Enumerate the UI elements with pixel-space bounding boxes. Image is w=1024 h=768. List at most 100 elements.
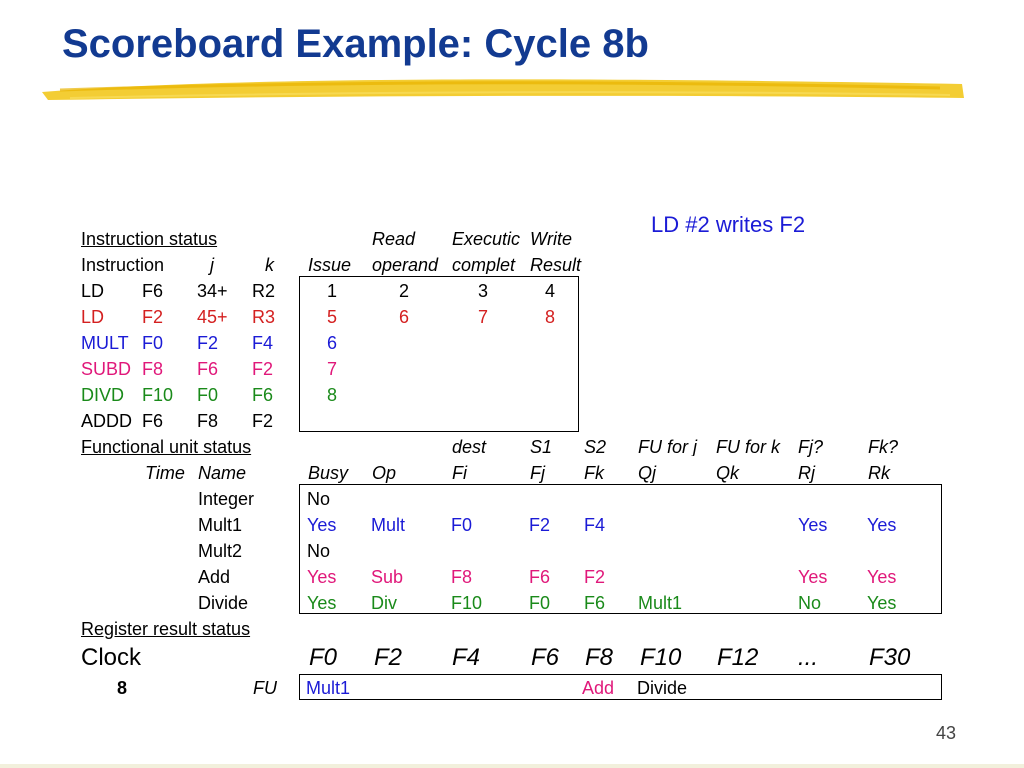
fu-op: Mult <box>371 515 406 535</box>
fu-fi: F0 <box>451 515 473 535</box>
fu-fk: F6 <box>584 593 606 613</box>
header-j: j <box>210 255 214 275</box>
clock-value: 8 <box>117 678 128 698</box>
register-name: F2 <box>374 644 403 671</box>
fu-header-qk: Qk <box>716 463 740 483</box>
slide-title: Scoreboard Example: Cycle 8b <box>62 22 649 66</box>
instr-read: 2 <box>399 281 410 301</box>
fu-rj: Yes <box>798 567 828 587</box>
annotation-note: LD #2 writes F2 <box>651 212 806 237</box>
fu-fk: F2 <box>584 567 606 587</box>
register-fu-value: Add <box>582 678 615 698</box>
bottom-bar <box>0 764 1024 768</box>
fu-header-s1: S1 <box>530 437 553 457</box>
fu-name: Add <box>198 567 231 587</box>
header-read-operands: operand <box>372 255 439 275</box>
fu-rj: No <box>798 593 822 613</box>
register-name: ... <box>798 644 819 671</box>
fu-header-rk: Rk <box>868 463 890 483</box>
instr-dest: F8 <box>142 359 164 379</box>
fu-header-fk-ready: Fk? <box>868 437 899 457</box>
register-fu-value: Divide <box>637 678 688 698</box>
fu-busy: Yes <box>307 567 337 587</box>
instr-exec: 3 <box>478 281 489 301</box>
page-number: 43 <box>936 723 957 743</box>
instr-dest: F6 <box>142 281 164 301</box>
fu-name: Mult2 <box>198 541 243 561</box>
fu-busy: No <box>307 489 331 509</box>
register-name: F6 <box>531 644 560 671</box>
fu-op: Div <box>371 593 397 613</box>
instr-j: F0 <box>197 385 219 405</box>
instr-j: F2 <box>197 333 219 353</box>
fu-header-fj: Fj <box>530 463 545 483</box>
instr-write: 4 <box>545 281 556 301</box>
fu-row-label: FU <box>253 678 277 698</box>
instr-issue: 1 <box>327 281 338 301</box>
instr-k: F6 <box>252 385 274 405</box>
instr-dest: F2 <box>142 307 164 327</box>
fu-header-name: Name <box>198 463 247 483</box>
instr-k: F2 <box>252 359 274 379</box>
fu-name: Divide <box>198 593 249 613</box>
fu-rj: Yes <box>798 515 828 535</box>
fu-fj: F6 <box>529 567 551 587</box>
fu-busy: No <box>307 541 331 561</box>
fu-name: Integer <box>198 489 255 509</box>
header-write: Write <box>530 229 572 249</box>
instr-j: 34+ <box>197 281 228 301</box>
instr-issue: 6 <box>327 333 338 353</box>
fu-name: Mult1 <box>198 515 243 535</box>
register-name: F10 <box>640 644 682 671</box>
fu-fi: F10 <box>451 593 483 613</box>
instr-read: 6 <box>399 307 410 327</box>
instr-op: SUBD <box>81 359 132 379</box>
functional-unit-status-label: Functional unit status <box>81 437 252 457</box>
fu-header-fu-for-j: FU for j <box>638 438 698 456</box>
header-write-result: Result <box>530 255 582 275</box>
instr-write: 8 <box>545 307 556 327</box>
register-name: F12 <box>717 644 759 671</box>
header-issue: Issue <box>308 255 352 275</box>
fu-busy: Yes <box>307 593 337 613</box>
header-instruction: Instruction <box>81 255 165 275</box>
fu-header-time: Time <box>145 463 185 483</box>
fu-header-fj-ready: Fj? <box>798 437 824 457</box>
fu-fj: F2 <box>529 515 551 535</box>
fu-header-busy: Busy <box>308 463 349 483</box>
instr-dest: F0 <box>142 333 164 353</box>
instr-j: F8 <box>197 411 219 431</box>
instr-k: F4 <box>252 333 274 353</box>
fu-qj: Mult1 <box>638 593 683 613</box>
instr-op: LD <box>81 281 105 301</box>
functional-unit-status-box <box>299 484 942 614</box>
instr-j: F6 <box>197 359 219 379</box>
instruction-status-label: Instruction status <box>81 229 218 249</box>
fu-rk: Yes <box>867 515 897 535</box>
highlighter-stroke <box>42 79 964 100</box>
fu-header-op: Op <box>372 463 397 483</box>
instr-k: R3 <box>252 307 276 327</box>
instr-issue: 5 <box>327 307 338 327</box>
instr-j: 45+ <box>197 307 228 327</box>
fu-header-fi: Fi <box>452 463 467 483</box>
header-k: k <box>265 255 274 275</box>
instr-k: R2 <box>252 281 276 301</box>
fu-rk: Yes <box>867 567 897 587</box>
clock-label: Clock <box>81 644 142 671</box>
instr-op: ADDD <box>81 411 133 431</box>
fu-fj: F0 <box>529 593 551 613</box>
register-name: F4 <box>452 644 481 671</box>
fu-header-rj: Rj <box>798 463 815 483</box>
instr-dest: F6 <box>142 411 164 431</box>
instr-op: DIVD <box>81 385 125 405</box>
fu-fi: F8 <box>451 567 473 587</box>
instr-k: F2 <box>252 411 274 431</box>
instruction-status-box <box>299 276 579 432</box>
fu-fk: F4 <box>584 515 606 535</box>
fu-header-s2: S2 <box>584 437 607 457</box>
register-result-box <box>299 674 942 700</box>
instr-op: LD <box>81 307 105 327</box>
register-result-status-label: Register result status <box>81 619 251 639</box>
register-name: F30 <box>869 644 911 671</box>
